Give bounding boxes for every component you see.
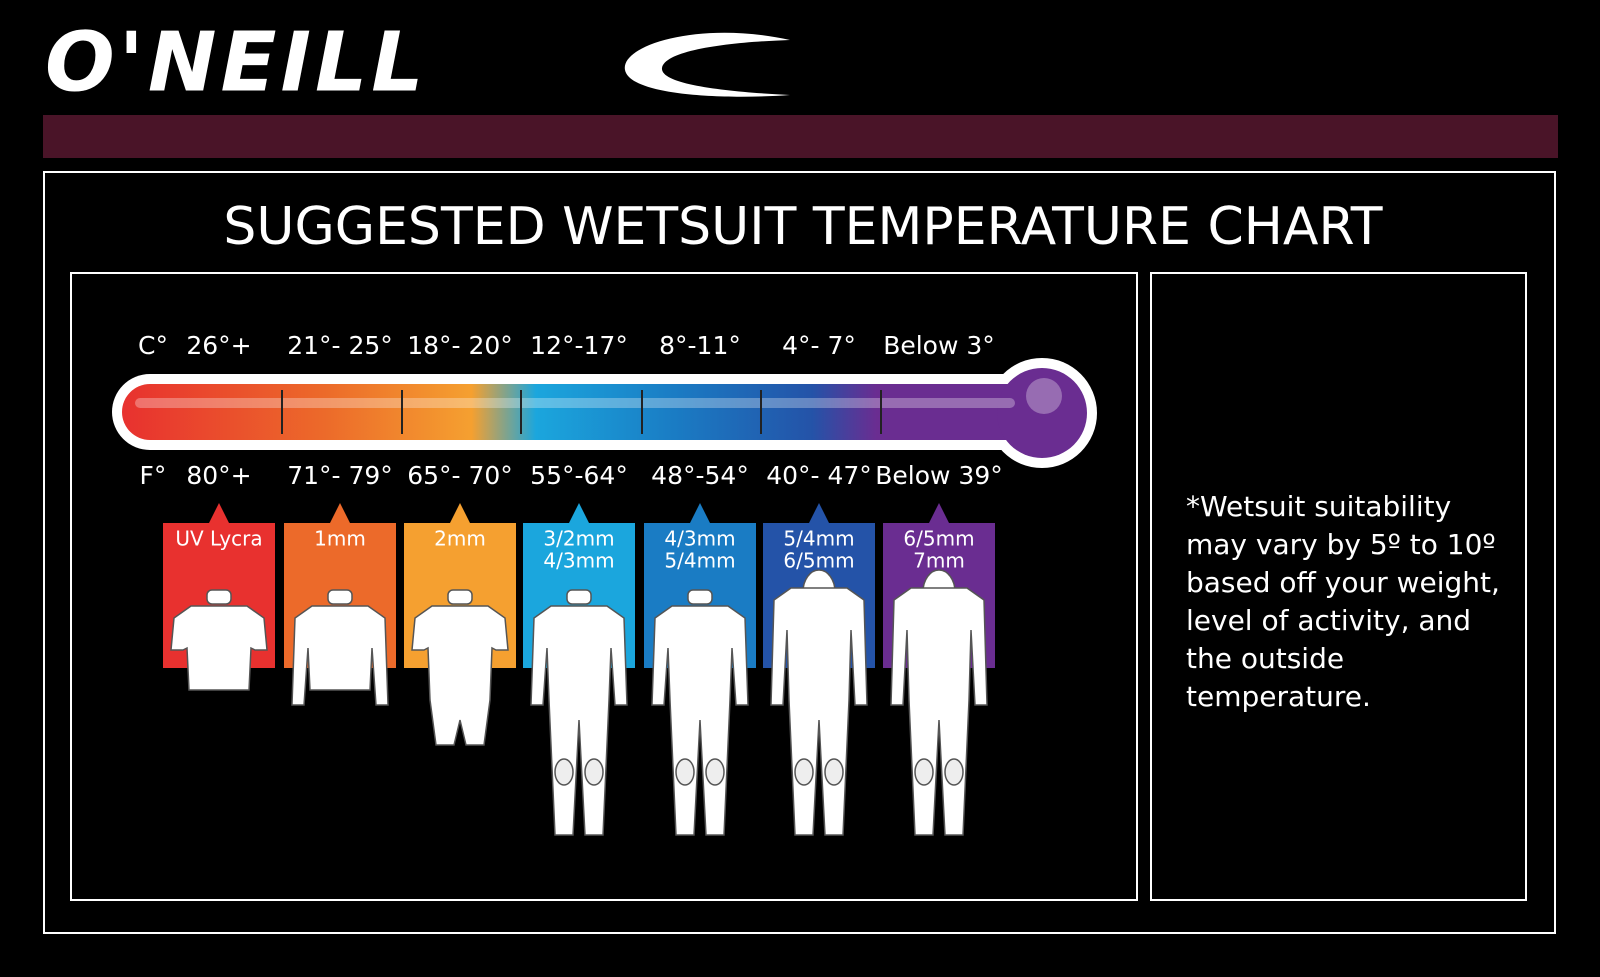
fahrenheit-range: Below 39° [875, 461, 1002, 490]
celsius-range: 26°+ [186, 331, 251, 360]
header-bar [43, 115, 1558, 158]
celsius-range: 21°- 25° [287, 331, 393, 360]
celsius-range: 4°- 7° [782, 331, 856, 360]
suit-figure [170, 589, 268, 691]
thermometer [112, 358, 1097, 468]
suit-body [530, 605, 628, 836]
suit-figure [651, 589, 749, 836]
suit-thickness: 4/3mm [543, 549, 614, 573]
knee [554, 758, 574, 786]
suit-thickness: UV Lycra [175, 527, 262, 551]
celsius-range: 18°- 20° [407, 331, 513, 360]
neck [687, 589, 713, 605]
suit-thickness: 5/4mm [783, 527, 854, 551]
fahrenheit-range: 65°- 70° [407, 461, 513, 490]
knee [824, 758, 844, 786]
celsius-range: 8°-11° [659, 331, 741, 360]
neck [206, 589, 232, 605]
knee [794, 758, 814, 786]
celsius-unit: C° [138, 331, 168, 360]
fahrenheit-range: 48°-54° [651, 461, 749, 490]
fahrenheit-range: 71°- 79° [287, 461, 393, 490]
fahrenheit-range: 80°+ [186, 461, 251, 490]
fahrenheit-range: 40°- 47° [766, 461, 872, 490]
neck [447, 589, 473, 605]
suit-thickness: 4/3mm [664, 527, 735, 551]
suit-thickness: 5/4mm [664, 549, 735, 573]
knee [584, 758, 604, 786]
suit-thickness: 6/5mm [903, 527, 974, 551]
fahrenheit-range: 55°-64° [530, 461, 628, 490]
fahrenheit-unit: F° [140, 461, 167, 490]
suit-figure [291, 589, 389, 706]
brand-logo: O'NEILL [45, 15, 427, 110]
suit-body [411, 605, 509, 746]
outer-frame [43, 171, 1556, 934]
suit-thickness: 6/5mm [783, 549, 854, 573]
neck [327, 589, 353, 605]
suit-body [170, 605, 268, 691]
suit-thickness: 7mm [913, 549, 965, 573]
suit-figure [411, 589, 509, 746]
suit-body [890, 587, 988, 836]
suit-body [651, 605, 749, 836]
suit-body [291, 605, 389, 706]
neck [566, 589, 592, 605]
note: *Wetsuit suitability may vary by 5º to 1… [1186, 490, 1500, 713]
chart-panel [70, 272, 1138, 901]
celsius-range: Below 3° [883, 331, 995, 360]
suit-figure [530, 589, 628, 836]
note-panel [1150, 272, 1527, 901]
celsius-range: 12°-17° [530, 331, 628, 360]
suit-figure [770, 569, 868, 836]
suit-thickness: 1mm [314, 527, 366, 551]
knee [944, 758, 964, 786]
suit-body [770, 587, 868, 836]
knee [675, 758, 695, 786]
suit-thickness: 3/2mm [543, 527, 614, 551]
suit-figure [890, 569, 988, 836]
brand-wave [624, 32, 790, 97]
suit-thickness: 2mm [434, 527, 486, 551]
knee [705, 758, 725, 786]
chart-title: SUGGESTED WETSUIT TEMPERATURE CHART [223, 197, 1382, 257]
knee [914, 758, 934, 786]
